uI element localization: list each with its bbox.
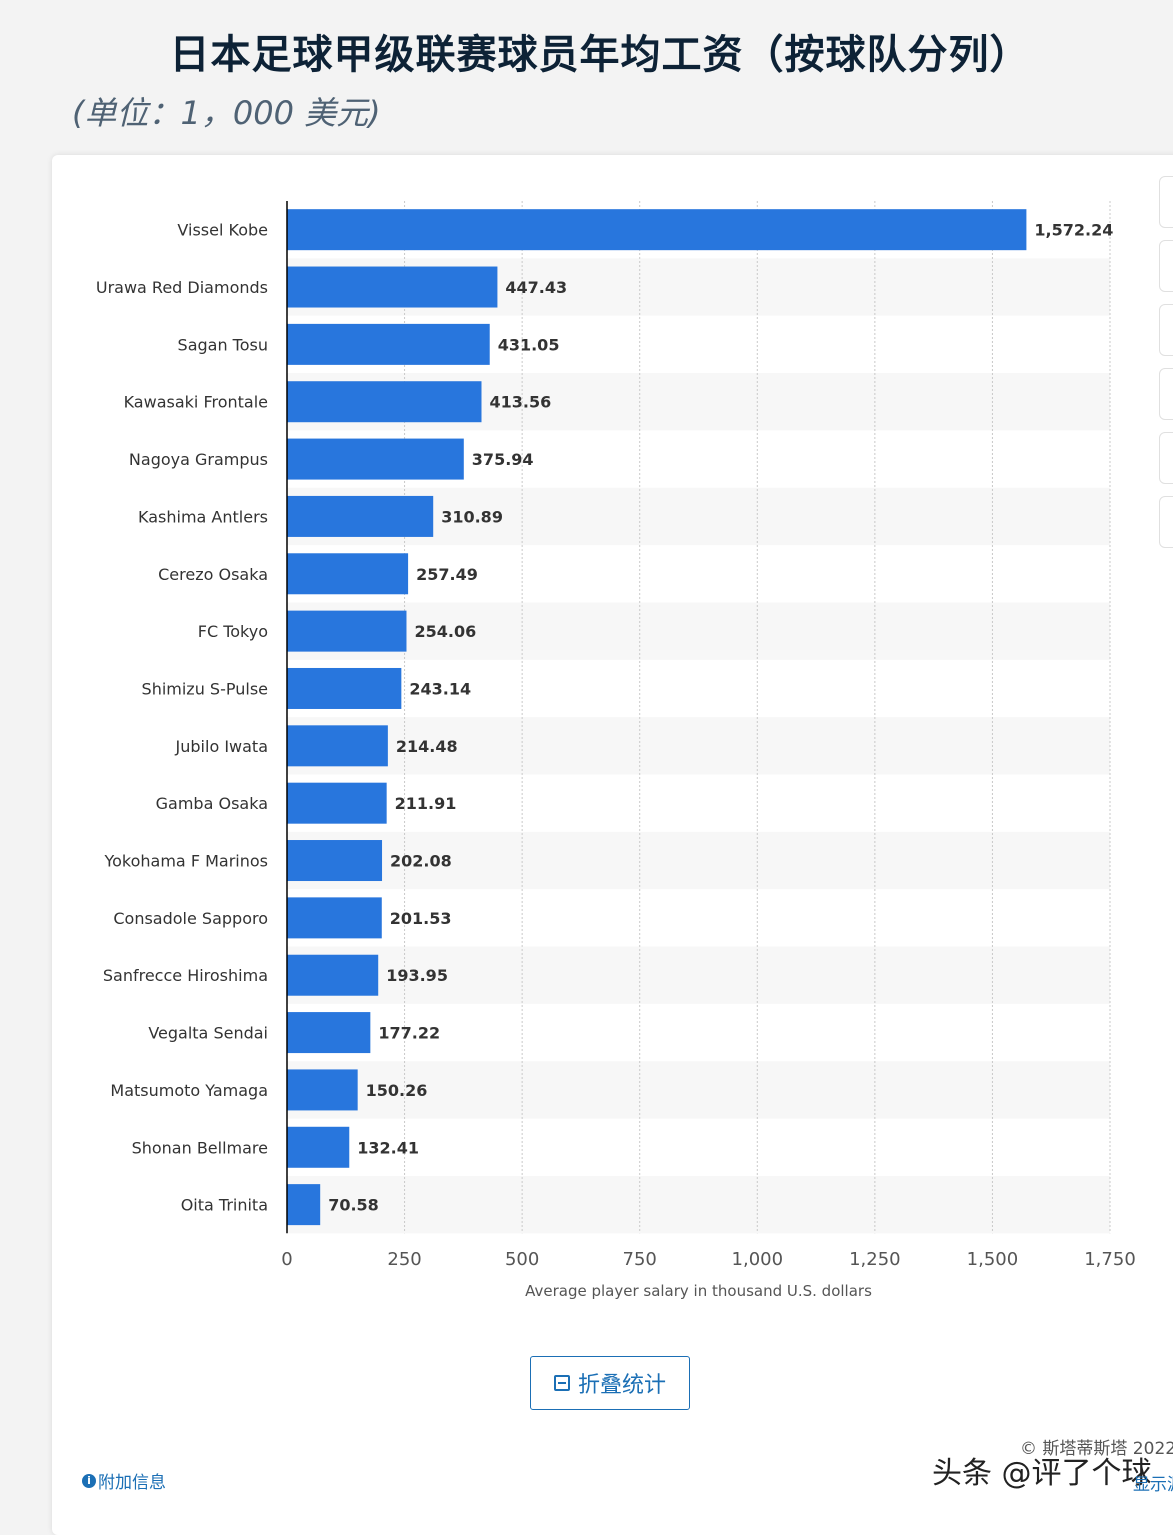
bar — [287, 553, 409, 595]
x-tick-label: 500 — [505, 1249, 539, 1270]
bar — [287, 1012, 371, 1054]
value-label: 202.08 — [390, 852, 452, 871]
category-label: Sagan Tosu — [178, 335, 268, 354]
copyright: © 斯塔蒂斯塔 2022 — [1020, 1439, 1173, 1459]
side-tool-button[interactable] — [1159, 368, 1173, 420]
category-label: Shimizu S-Pulse — [142, 679, 268, 698]
category-label: Consadole Sapporo — [113, 909, 268, 928]
x-tick-label: 750 — [623, 1249, 657, 1270]
x-tick-label: 1,000 — [732, 1249, 784, 1270]
bar — [287, 725, 388, 767]
side-tool-button[interactable] — [1159, 304, 1173, 356]
value-label: 132.41 — [357, 1138, 419, 1157]
x-tick-label: 1,250 — [849, 1249, 901, 1270]
row-band — [287, 602, 1110, 660]
bar — [287, 209, 1027, 251]
category-label: Matsumoto Yamaga — [110, 1081, 268, 1100]
bar — [287, 1184, 321, 1226]
value-label: 1,572.24 — [1034, 221, 1113, 240]
category-label: FC Tokyo — [198, 622, 268, 641]
value-label: 447.43 — [505, 278, 567, 297]
category-label: Kashima Antlers — [138, 507, 268, 526]
value-label: 214.48 — [396, 737, 458, 756]
value-label: 177.22 — [378, 1024, 440, 1043]
bar — [287, 495, 434, 537]
row-band — [287, 831, 1110, 890]
category-label: Urawa Red Diamonds — [96, 278, 268, 297]
side-tool-button[interactable] — [1159, 240, 1173, 292]
bar — [287, 782, 387, 824]
value-label: 254.06 — [414, 622, 476, 641]
bar — [287, 381, 482, 423]
category-label: Vegalta Sendai — [148, 1024, 268, 1043]
page-subtitle: (单位：1，000 美元) — [72, 94, 381, 132]
bar — [287, 438, 464, 480]
value-label: 193.95 — [386, 966, 448, 985]
category-label: Kawasaki Frontale — [124, 393, 268, 412]
collapse-icon — [553, 1375, 570, 1391]
category-label: Jubilo Iwata — [175, 737, 268, 756]
value-label: 70.58 — [328, 1196, 379, 1215]
category-label: Nagoya Grampus — [129, 450, 268, 469]
collapse-statistics-button[interactable]: 折叠统计 — [530, 1356, 690, 1410]
bar — [287, 840, 383, 882]
info-icon: i — [82, 1473, 96, 1488]
category-label: Vissel Kobe — [177, 221, 268, 240]
x-tick-label: 1,750 — [1084, 1249, 1136, 1270]
value-label: 243.14 — [409, 679, 471, 698]
bar — [287, 610, 407, 652]
value-label: 413.56 — [489, 393, 551, 412]
value-label: 310.89 — [441, 507, 503, 526]
additional-info-label: 附加信息 — [98, 1473, 166, 1493]
additional-info-link[interactable]: i 附加信息 — [82, 1468, 166, 1493]
category-label: Sanfrecce Hiroshima — [103, 966, 268, 985]
row-band — [287, 1061, 1110, 1119]
show-source-link[interactable]: 显示源 — [1133, 1475, 1173, 1495]
value-label: 150.26 — [366, 1081, 428, 1100]
category-label: Oita Trinita — [181, 1196, 268, 1215]
row-band — [287, 1175, 1110, 1234]
bar — [287, 1069, 358, 1111]
category-label: Yokohama F Marinos — [103, 852, 268, 871]
value-label: 211.91 — [395, 794, 457, 813]
watermark: 头条 @评了个球 — [932, 1456, 1152, 1491]
collapse-button-label: 折叠统计 — [577, 1373, 666, 1398]
page-title: 日本足球甲级联赛球员年均工资（按球队分列） — [169, 32, 1031, 78]
x-axis-title: Average player salary in thousand U.S. d… — [525, 1282, 872, 1300]
bar-chart: Vissel Kobe 1,572.24 Urawa Red Diamonds 447… — [96, 201, 1136, 1300]
value-label: 431.05 — [498, 335, 560, 354]
value-label: 257.49 — [416, 565, 478, 584]
bar — [287, 1126, 350, 1168]
row-band — [287, 717, 1110, 775]
category-label: Cerezo Osaka — [158, 565, 268, 584]
bar — [287, 266, 498, 308]
category-label: Gamba Osaka — [156, 794, 268, 813]
value-label: 201.53 — [390, 909, 452, 928]
x-tick-label: 250 — [387, 1249, 421, 1270]
x-tick-label: 0 — [281, 1249, 292, 1270]
x-tick-label: 1,500 — [967, 1249, 1019, 1270]
bar — [287, 323, 490, 365]
bar — [287, 897, 382, 939]
side-tool-button[interactable] — [1159, 432, 1173, 484]
bar — [287, 667, 402, 709]
side-tool-button[interactable] — [1159, 496, 1173, 548]
category-label: Shonan Bellmare — [132, 1138, 268, 1157]
bar — [287, 954, 379, 996]
side-tool-button[interactable] — [1159, 176, 1173, 228]
value-label: 375.94 — [472, 450, 534, 469]
row-band — [287, 946, 1110, 1004]
